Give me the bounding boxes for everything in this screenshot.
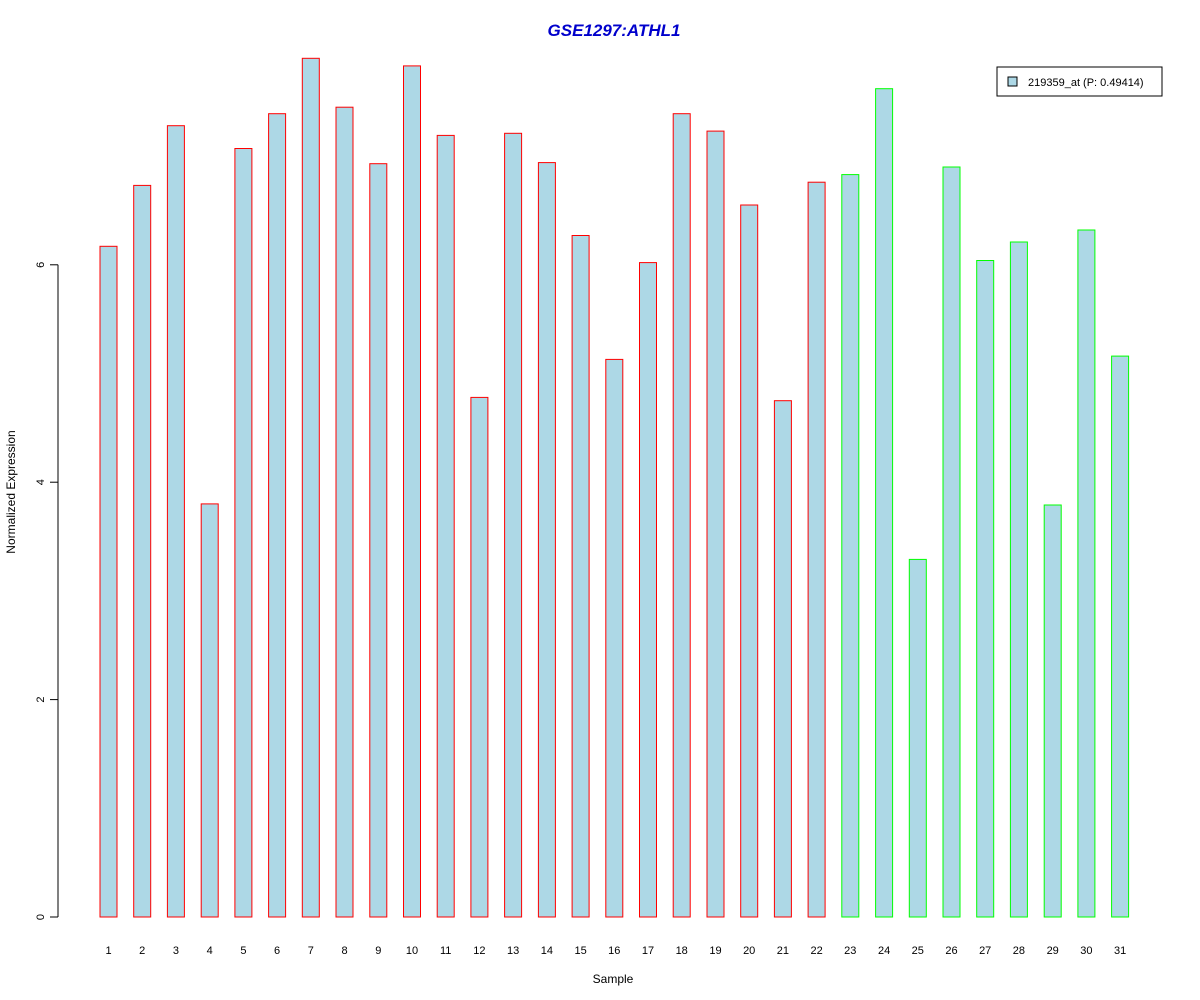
bar-sample-23 bbox=[841, 174, 860, 918]
x-axis-tick-label: 27 bbox=[979, 945, 991, 957]
y-axis-tick-label: 2 bbox=[35, 697, 47, 703]
x-axis-tick-label: 29 bbox=[1047, 945, 1059, 957]
bar-sample-15 bbox=[571, 235, 590, 918]
x-axis-tick-label: 19 bbox=[709, 945, 721, 957]
x-axis-tick-label: 6 bbox=[274, 945, 280, 957]
x-axis-tick-label: 28 bbox=[1013, 945, 1025, 957]
bar-sample-18 bbox=[672, 113, 691, 918]
x-axis-tick-label: 31 bbox=[1114, 945, 1126, 957]
x-axis-tick-label: 25 bbox=[912, 945, 924, 957]
bar-sample-9 bbox=[369, 163, 388, 918]
x-axis-tick-label: 23 bbox=[844, 945, 856, 957]
bar-sample-6 bbox=[268, 113, 287, 918]
bar-sample-25 bbox=[908, 558, 927, 918]
bar-sample-16 bbox=[605, 358, 624, 918]
y-axis-tick-label: 4 bbox=[35, 479, 47, 485]
bar-sample-5 bbox=[234, 148, 253, 918]
x-axis-tick-label: 11 bbox=[440, 945, 451, 957]
x-axis-tick-label: 1 bbox=[105, 945, 111, 957]
x-axis-tick-label: 12 bbox=[473, 945, 485, 957]
y-axis-tick-label: 0 bbox=[35, 914, 47, 920]
x-axis-tick-label: 14 bbox=[541, 945, 553, 957]
x-axis-tick-label: 24 bbox=[878, 945, 890, 957]
x-axis-tick-label: 10 bbox=[406, 945, 418, 957]
x-axis-tick-label: 5 bbox=[240, 945, 246, 957]
bar-sample-2 bbox=[133, 184, 152, 918]
bar-sample-21 bbox=[773, 400, 792, 918]
bar-sample-31 bbox=[1111, 355, 1130, 918]
x-axis-tick-label: 30 bbox=[1080, 945, 1092, 957]
legend-swatch bbox=[1007, 76, 1018, 87]
y-axis-label: Normalized Expression bbox=[4, 430, 18, 553]
x-axis-tick-labels: 1 2 3 4 5 6 7 8 9 10 11 12 13 14 15 16 17 18 19 20 21 22 23 24 2… bbox=[105, 945, 1126, 957]
x-axis-tick-label: 21 bbox=[777, 945, 789, 957]
x-axis-tick-label: 22 bbox=[810, 945, 822, 957]
bar-sample-8 bbox=[335, 106, 354, 918]
legend-box bbox=[996, 66, 1163, 97]
bars bbox=[99, 57, 1130, 918]
bar-sample-22 bbox=[807, 181, 826, 918]
bar-sample-12 bbox=[470, 396, 489, 918]
x-axis-tick-label: 7 bbox=[308, 945, 314, 957]
bar-sample-26 bbox=[942, 166, 961, 918]
bar-sample-14 bbox=[537, 162, 556, 918]
bar-sample-7 bbox=[301, 57, 320, 918]
x-axis-tick-label: 8 bbox=[341, 945, 347, 957]
x-axis-tick-label: 9 bbox=[375, 945, 381, 957]
bar-sample-3 bbox=[166, 125, 185, 918]
bar-sample-29 bbox=[1043, 504, 1062, 918]
bar-sample-4 bbox=[200, 503, 219, 918]
bar-sample-13 bbox=[504, 132, 523, 918]
x-axis-tick-label: 15 bbox=[574, 945, 586, 957]
x-axis-tick-label: 17 bbox=[642, 945, 654, 957]
bar-sample-11 bbox=[436, 134, 455, 918]
x-axis-tick-label: 2 bbox=[139, 945, 145, 957]
x-axis-tick-label: 20 bbox=[743, 945, 755, 957]
y-axis: 0 2 4 6 bbox=[35, 262, 59, 920]
bar-sample-24 bbox=[875, 88, 894, 918]
x-axis-tick-label: 18 bbox=[676, 945, 688, 957]
x-axis-tick-label: 4 bbox=[207, 945, 213, 957]
bar-sample-1 bbox=[99, 245, 118, 918]
x-axis-tick-label: 16 bbox=[608, 945, 620, 957]
bar-sample-27 bbox=[976, 260, 995, 918]
y-axis-tick-label: 6 bbox=[35, 262, 47, 268]
bar-sample-28 bbox=[1009, 241, 1028, 918]
legend-label: 219359_at (P: 0.49414) bbox=[1028, 77, 1144, 89]
x-axis-tick-label: 3 bbox=[173, 945, 179, 957]
bar-sample-20 bbox=[740, 204, 759, 918]
x-axis-tick-label: 26 bbox=[945, 945, 957, 957]
bar-sample-17 bbox=[639, 262, 657, 918]
x-axis-tick-label: 13 bbox=[507, 945, 519, 957]
bar-sample-30 bbox=[1077, 229, 1096, 918]
bar-sample-19 bbox=[706, 130, 725, 918]
bar-sample-10 bbox=[403, 65, 421, 918]
chart-title: GSE1297:ATHL1 bbox=[548, 21, 681, 40]
legend: 219359_at (P: 0.49414) bbox=[996, 66, 1163, 97]
x-axis-label: Sample bbox=[593, 972, 634, 986]
